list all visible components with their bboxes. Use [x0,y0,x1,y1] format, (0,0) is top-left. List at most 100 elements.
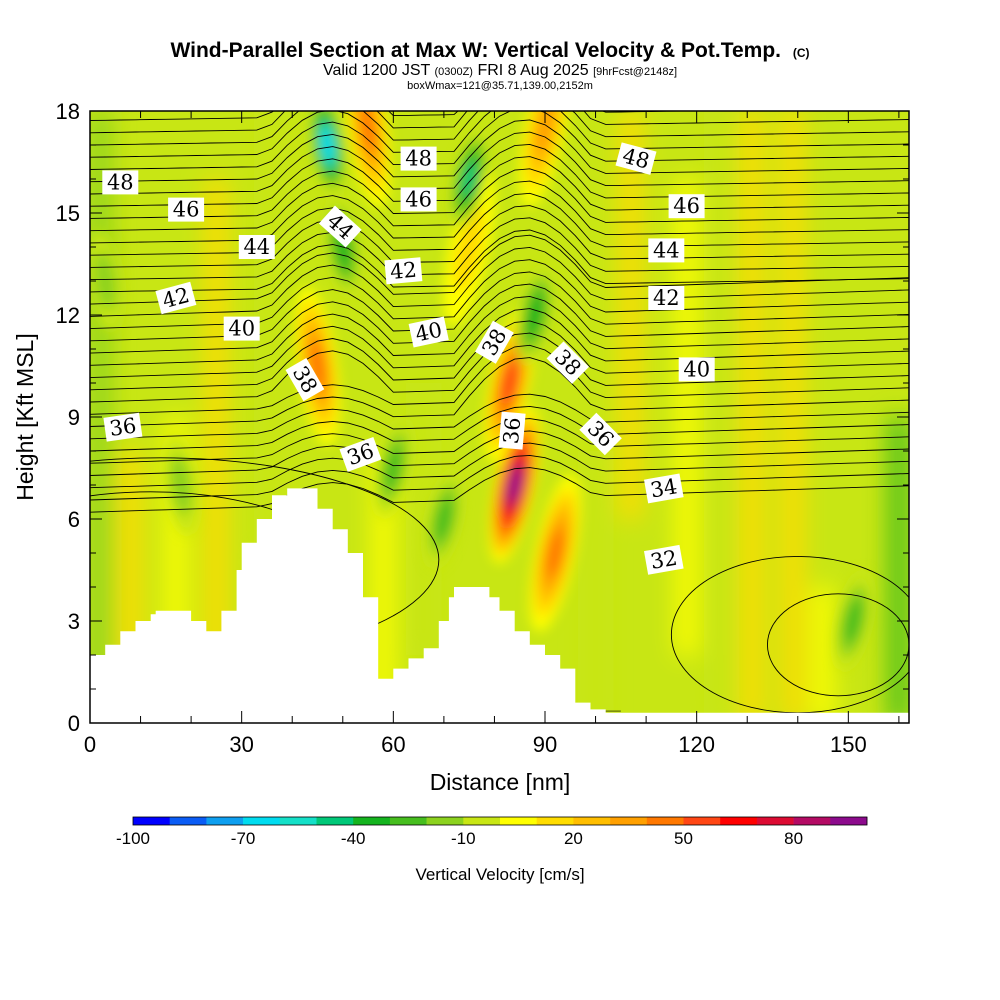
contour-label-box [400,146,437,171]
x-axis: 0 30 60 90 120 150 [84,111,900,757]
contour-label-text: 46 [173,198,200,222]
colorbar: -100 -70 -40 -10 20 50 80 [116,816,868,848]
contour-label: 42 [384,257,423,285]
contour-label: 40 [678,357,715,382]
theta-contour-line [670,555,909,714]
subtitle-date: FRI 8 Aug 2025 [477,62,588,79]
contour-label: 32 [643,544,684,575]
contour-label-text: 40 [413,317,444,346]
theta-contour-line [90,111,909,146]
velocity-band [813,587,834,723]
x-tick-label: 0 [84,732,96,757]
colorbar-swatch [500,817,537,825]
contour-label: 40 [223,316,260,341]
contour-label-text: 36 [108,413,138,440]
chart-title: Wind-Parallel Section at Max W: Vertical… [170,39,809,62]
contour-label-box [498,411,526,450]
contour-label: 46 [168,197,205,222]
contour-label: 34 [643,473,684,504]
velocity-band [206,179,227,689]
x-tick-label: 150 [830,732,867,757]
velocity-cell [384,445,403,491]
theta-contour-line [90,131,909,195]
velocity-cell [321,129,334,161]
velocity-cell [546,529,564,577]
y-tick-label: 18 [56,99,80,124]
velocity-cell [461,161,477,197]
velocity-cell [94,251,116,311]
colorbar-swatch [756,817,794,825]
y-tick-label: 12 [56,303,80,328]
colorbar-tick-label: -70 [231,829,256,848]
contour-label-box [168,197,205,222]
contour-label-box [339,436,382,472]
x-axis-label: Distance [nm] [430,769,571,795]
theta-contour-line [90,119,909,183]
contour-label-box [668,194,705,219]
colorbar-swatch [279,817,317,825]
chart-subtitle: Valid 1200 JST (0300Z) FRI 8 Aug 2025 [9… [323,62,677,79]
colorbar-tick-label: -100 [116,829,150,848]
contour-label: 48 [102,170,139,195]
colorbar-frame [132,816,868,826]
theta-contour-line [90,234,909,305]
x-tick-label: 90 [533,732,557,757]
contour-label-box [678,357,715,382]
contour-label-box [648,238,685,263]
theta-contour-line [90,454,909,501]
theta-contour-line [90,192,909,256]
contour-label-box [155,281,197,315]
theta-contour-line [90,357,909,427]
colorbar-tick-label: -40 [341,829,366,848]
contour-label-text: 40 [228,317,255,341]
contour-label-box [648,286,685,310]
colorbar-swatch [683,817,721,825]
theta-contour-line [90,111,909,158]
contour-label: 48 [615,142,657,175]
colorbar-tick-label: 80 [784,829,803,848]
contour-label-text: 46 [405,187,432,211]
contour-label: 36 [498,411,526,450]
colorbar-swatch [536,817,574,825]
theta-contour-line [90,393,909,440]
colorbar-tick-label: -10 [451,829,476,848]
velocity-cell [501,361,518,405]
subtitle-utc: (0300Z) [434,66,473,78]
contour-label-text: 48 [107,170,134,194]
x-tick-label: 60 [381,732,405,757]
contour-label-text: 34 [649,474,679,502]
colorbar-label: Vertical Velocity [cm/s] [415,865,584,884]
contour-label: 44 [648,238,685,263]
contour-label-text: 32 [649,546,679,574]
theta-contour-line [90,168,909,232]
x-tick-label: 120 [678,732,715,757]
y-axis-label: Height [Kft MSL] [12,333,38,500]
y-tick-label: 3 [68,609,80,634]
colorbar-swatch [133,817,170,825]
colorbar-swatch [830,817,868,825]
theta-contour-line [90,111,909,134]
contour-label: 42 [648,286,685,310]
theta-contour-line [90,442,909,489]
contour-label: 48 [400,146,437,171]
contour-label-text: 36 [499,416,525,445]
velocity-cell [454,202,485,292]
theta-contour-line [90,143,909,207]
contour-label-box [643,544,684,575]
contour-label: 46 [668,194,705,219]
colorbar-swatch [646,817,684,825]
contour-label-text: 44 [653,238,680,262]
contour-label-text: 40 [683,357,710,381]
velocity-cell [508,468,522,502]
theta-contour-line [90,180,909,244]
contour-label-box [103,412,143,442]
colorbar-swatch [720,817,758,825]
contour-label-text: 46 [673,194,700,218]
theta-contour-line [90,430,909,476]
theta-contour-line [90,308,909,379]
contour-label-text: 44 [243,235,270,259]
contour-label-box [475,320,514,364]
